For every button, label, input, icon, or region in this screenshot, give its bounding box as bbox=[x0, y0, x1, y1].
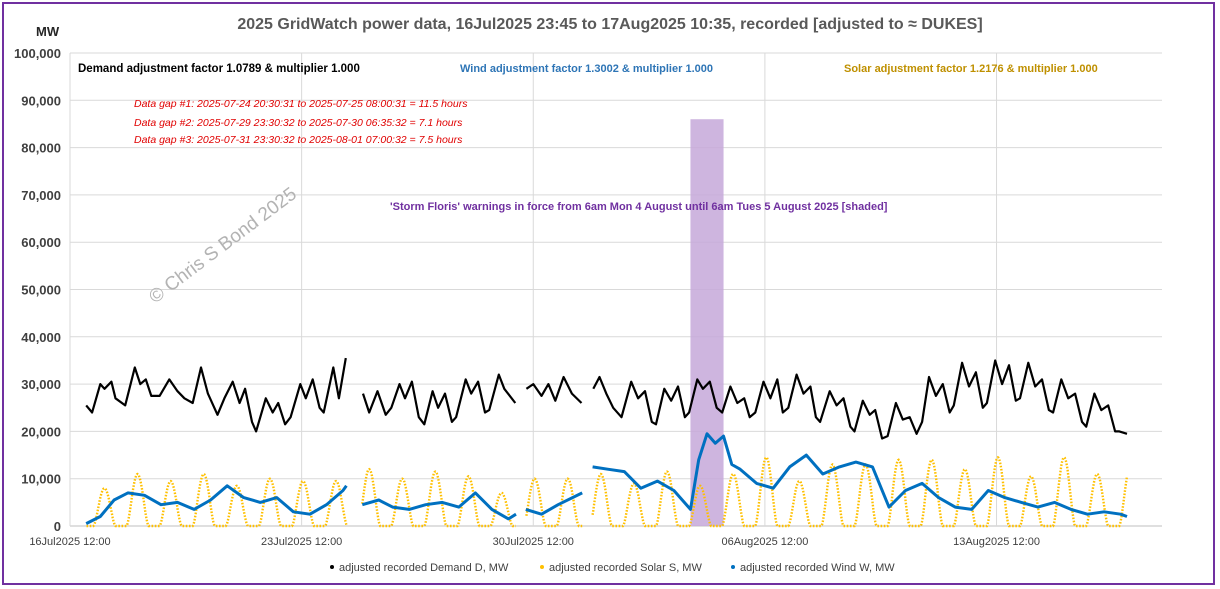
y-tick-label: 0 bbox=[54, 519, 61, 534]
legend: adjusted recorded Demand D, MW adjusted … bbox=[330, 562, 895, 574]
x-tick-label: 06Aug2025 12:00 bbox=[721, 536, 808, 548]
x-tick-label: 13Aug2025 12:00 bbox=[953, 536, 1040, 548]
y-tick-label: 40,000 bbox=[21, 330, 61, 345]
y-tick-label: 90,000 bbox=[21, 93, 61, 108]
data-gap-3-annotation: Data gap #3: 2025-07-31 23:30:32 to 2025… bbox=[134, 134, 463, 146]
solar-adjustment-annotation: Solar adjustment factor 1.2176 & multipl… bbox=[844, 63, 1098, 75]
storm-shaded-region bbox=[690, 119, 724, 526]
data-gap-1-annotation: Data gap #1: 2025-07-24 20:30:31 to 2025… bbox=[134, 98, 468, 110]
wind-adjustment-annotation: Wind adjustment factor 1.3002 & multipli… bbox=[460, 63, 713, 75]
legend-demand-marker bbox=[330, 565, 334, 569]
y-tick-label: 30,000 bbox=[21, 377, 61, 392]
chart-title: 2025 GridWatch power data, 16Jul2025 23:… bbox=[237, 16, 982, 33]
demand-adjustment-annotation: Demand adjustment factor 1.0789 & multip… bbox=[78, 63, 360, 75]
x-tick-label: 16Jul2025 12:00 bbox=[29, 536, 110, 548]
demand-series-line bbox=[85, 357, 1128, 440]
legend-wind-label: adjusted recorded Wind W, MW bbox=[740, 562, 895, 574]
y-tick-label: 50,000 bbox=[21, 283, 61, 298]
y-tick-label: 100,000 bbox=[14, 46, 61, 61]
y-tick-label: 10,000 bbox=[21, 472, 61, 487]
y-axis-unit-label: MW bbox=[36, 24, 60, 39]
solar-series-line bbox=[86, 455, 1128, 528]
x-tick-label: 30Jul2025 12:00 bbox=[493, 536, 574, 548]
legend-demand-label: adjusted recorded Demand D, MW bbox=[339, 562, 509, 574]
y-tick-label: 70,000 bbox=[21, 188, 61, 203]
x-axis-tick-labels: 16Jul2025 12:00 23Jul2025 12:00 30Jul2025 … bbox=[29, 536, 1040, 548]
y-tick-label: 20,000 bbox=[21, 424, 61, 439]
legend-solar-marker bbox=[540, 565, 544, 569]
y-tick-label: 80,000 bbox=[21, 141, 61, 156]
legend-solar-label: adjusted recorded Solar S, MW bbox=[549, 562, 702, 574]
storm-floris-annotation: 'Storm Floris' warnings in force from 6a… bbox=[390, 201, 888, 213]
wind-series-line bbox=[85, 432, 1128, 525]
data-gap-2-annotation: Data gap #2: 2025-07-29 23:30:32 to 2025… bbox=[134, 117, 463, 129]
x-tick-label: 23Jul2025 12:00 bbox=[261, 536, 342, 548]
series-lines bbox=[85, 357, 1128, 528]
y-tick-label: 60,000 bbox=[21, 235, 61, 250]
y-axis-tick-labels: 0 10,000 20,000 30,000 40,000 50,000 60,000 70,… bbox=[14, 46, 61, 534]
legend-wind-marker bbox=[731, 565, 735, 569]
